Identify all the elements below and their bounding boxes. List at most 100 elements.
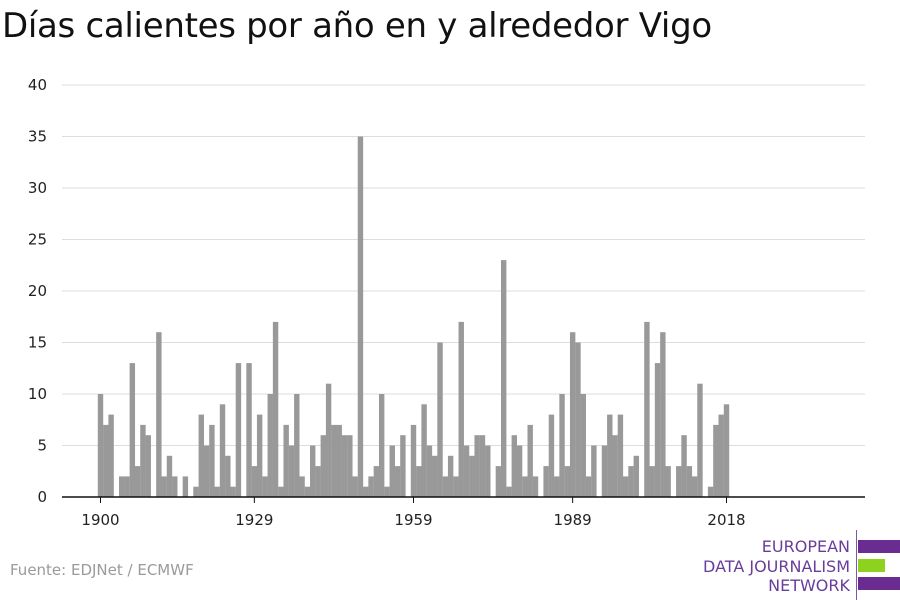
bar[interactable] bbox=[108, 414, 114, 497]
bar[interactable] bbox=[654, 363, 661, 497]
bar[interactable] bbox=[442, 476, 449, 497]
bar[interactable] bbox=[479, 435, 486, 497]
bar[interactable] bbox=[432, 455, 438, 497]
bar[interactable] bbox=[299, 476, 305, 497]
bar[interactable] bbox=[278, 486, 284, 497]
bar[interactable] bbox=[394, 466, 401, 497]
bar[interactable] bbox=[622, 476, 629, 497]
bar[interactable] bbox=[421, 404, 427, 497]
bar[interactable] bbox=[251, 466, 258, 497]
bar[interactable] bbox=[336, 424, 342, 497]
bar[interactable] bbox=[166, 455, 173, 497]
bar[interactable] bbox=[474, 435, 480, 497]
bar[interactable] bbox=[660, 332, 666, 497]
bar[interactable] bbox=[145, 435, 151, 497]
bar[interactable] bbox=[304, 486, 311, 497]
bar[interactable] bbox=[612, 435, 618, 497]
bar[interactable] bbox=[272, 321, 279, 497]
bar[interactable] bbox=[585, 476, 592, 497]
bar[interactable] bbox=[373, 466, 380, 497]
bar[interactable] bbox=[219, 404, 226, 497]
bar[interactable] bbox=[713, 424, 719, 497]
bar[interactable] bbox=[580, 394, 586, 497]
bar[interactable] bbox=[500, 260, 507, 497]
bar[interactable] bbox=[463, 445, 470, 498]
bar[interactable] bbox=[384, 486, 390, 497]
bar[interactable] bbox=[97, 394, 104, 497]
bar[interactable] bbox=[140, 424, 146, 497]
bar[interactable] bbox=[288, 445, 295, 498]
bar[interactable] bbox=[294, 394, 300, 497]
bar[interactable] bbox=[400, 435, 406, 497]
bar[interactable] bbox=[119, 476, 125, 497]
bar[interactable] bbox=[256, 414, 263, 497]
bar[interactable] bbox=[543, 466, 549, 497]
bar[interactable] bbox=[182, 476, 189, 497]
bar[interactable] bbox=[426, 445, 433, 498]
bar[interactable] bbox=[681, 435, 687, 497]
bar[interactable] bbox=[198, 414, 205, 497]
bar[interactable] bbox=[357, 136, 364, 498]
bar[interactable] bbox=[633, 455, 640, 497]
bar[interactable] bbox=[607, 414, 613, 497]
bar[interactable] bbox=[564, 466, 571, 497]
bar[interactable] bbox=[522, 476, 528, 497]
bar[interactable] bbox=[347, 435, 353, 497]
bar[interactable] bbox=[283, 424, 289, 497]
bar[interactable] bbox=[686, 466, 693, 497]
bar[interactable] bbox=[209, 424, 215, 497]
bar[interactable] bbox=[103, 424, 109, 497]
bar[interactable] bbox=[691, 476, 698, 497]
bar[interactable] bbox=[124, 476, 130, 497]
bar[interactable] bbox=[156, 332, 162, 497]
bar[interactable] bbox=[203, 445, 210, 498]
bar[interactable] bbox=[628, 466, 634, 497]
bar[interactable] bbox=[230, 486, 236, 497]
bar[interactable] bbox=[495, 466, 502, 497]
bar[interactable] bbox=[378, 394, 385, 497]
bar[interactable] bbox=[447, 455, 454, 497]
bar[interactable] bbox=[527, 424, 533, 497]
bar[interactable] bbox=[225, 455, 231, 497]
bar[interactable] bbox=[389, 445, 395, 498]
bar[interactable] bbox=[718, 414, 724, 497]
bar[interactable] bbox=[532, 476, 539, 497]
bar[interactable] bbox=[723, 404, 730, 497]
bar[interactable] bbox=[676, 466, 682, 497]
bar[interactable] bbox=[601, 445, 608, 498]
bar[interactable] bbox=[575, 342, 581, 498]
bar[interactable] bbox=[416, 466, 422, 497]
bar[interactable] bbox=[548, 414, 555, 497]
bar[interactable] bbox=[235, 363, 242, 497]
bar[interactable] bbox=[707, 486, 714, 497]
bar[interactable] bbox=[511, 435, 518, 497]
bar[interactable] bbox=[410, 424, 417, 497]
bar[interactable] bbox=[485, 445, 491, 498]
bar[interactable] bbox=[644, 321, 650, 497]
bar[interactable] bbox=[516, 445, 523, 498]
bar[interactable] bbox=[591, 445, 597, 498]
bar[interactable] bbox=[309, 445, 316, 498]
bar[interactable] bbox=[315, 466, 321, 497]
bar[interactable] bbox=[617, 414, 624, 497]
bar[interactable] bbox=[697, 383, 703, 497]
bar[interactable] bbox=[363, 486, 369, 497]
bar[interactable] bbox=[453, 476, 459, 497]
bar[interactable] bbox=[569, 332, 576, 497]
bar[interactable] bbox=[320, 435, 327, 497]
bar[interactable] bbox=[341, 435, 348, 497]
bar[interactable] bbox=[262, 476, 268, 497]
bar[interactable] bbox=[134, 466, 141, 497]
bar[interactable] bbox=[331, 424, 337, 497]
edjnet-logo[interactable]: EUROPEAN DATA JOURNALISM NETWORK bbox=[700, 530, 900, 600]
bar[interactable] bbox=[214, 486, 220, 497]
bar[interactable] bbox=[161, 476, 167, 497]
bar[interactable] bbox=[325, 383, 332, 497]
bar[interactable] bbox=[559, 394, 565, 497]
bar[interactable] bbox=[246, 363, 252, 497]
bar[interactable] bbox=[649, 466, 655, 497]
bar[interactable] bbox=[437, 342, 443, 498]
bar[interactable] bbox=[352, 476, 358, 497]
bar[interactable] bbox=[172, 476, 178, 497]
bar[interactable] bbox=[368, 476, 374, 497]
